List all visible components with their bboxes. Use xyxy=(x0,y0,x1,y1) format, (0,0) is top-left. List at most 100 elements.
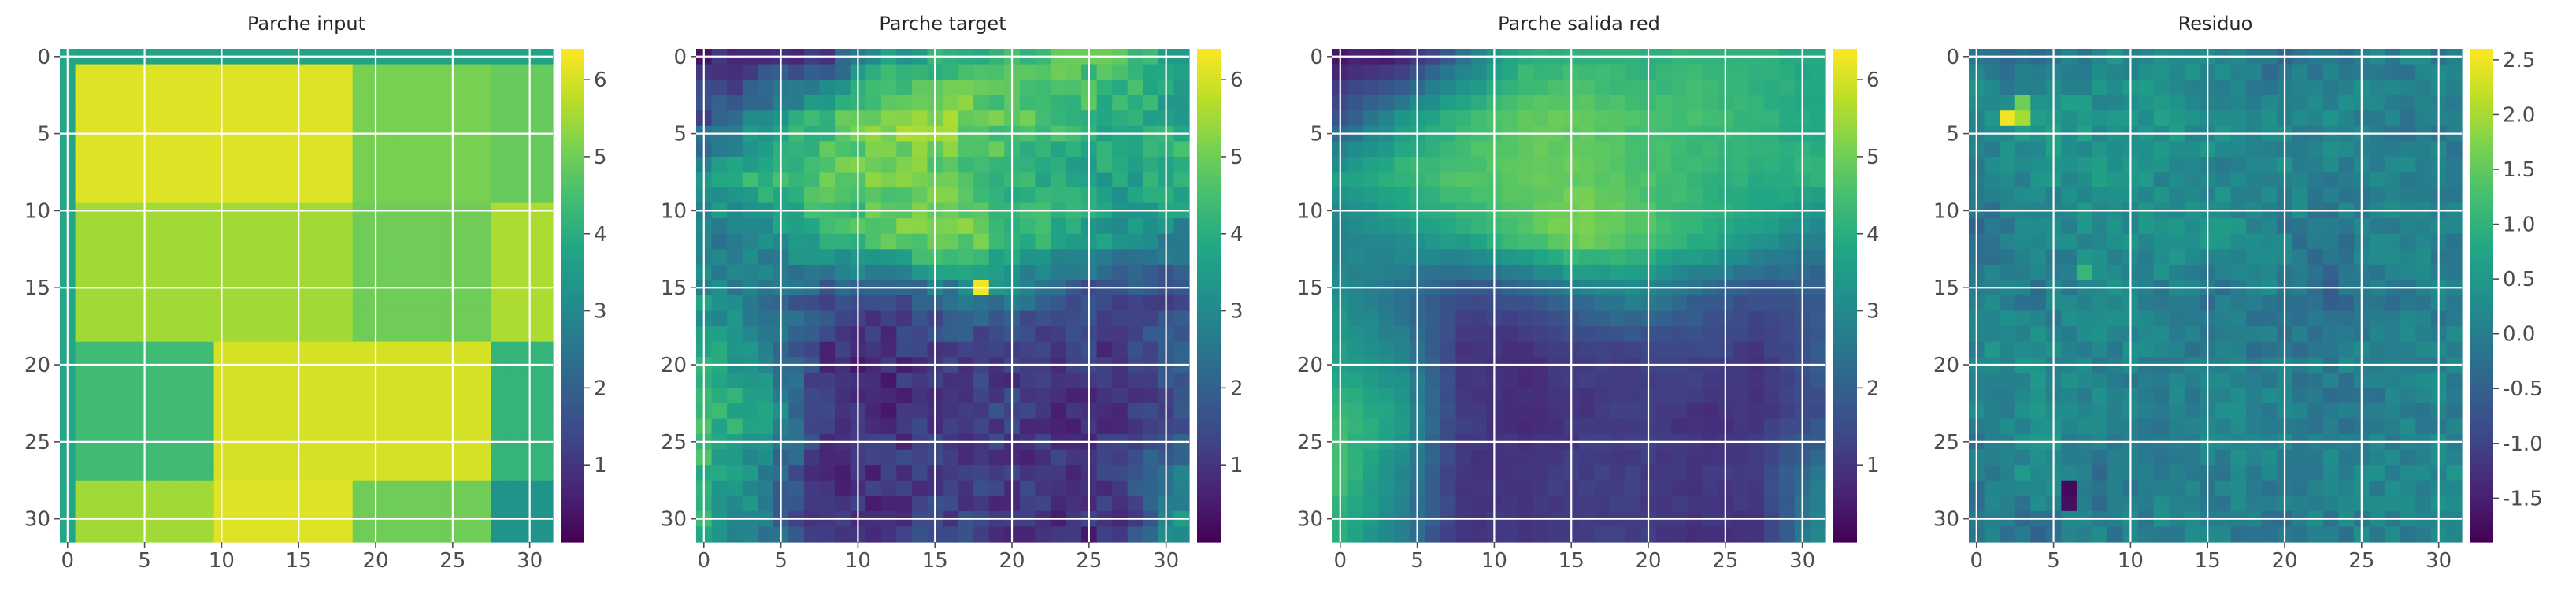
heatmap-cell xyxy=(260,403,276,420)
heatmap-cell xyxy=(2400,480,2416,496)
heatmap-cell xyxy=(2000,480,2016,496)
heatmap-cell xyxy=(1533,156,1549,173)
heatmap-cell xyxy=(460,449,476,466)
colorbar-tick-label: 4 xyxy=(1230,223,1244,247)
colorbar-segment xyxy=(561,213,584,218)
heatmap-cell xyxy=(275,141,292,158)
heatmap-cell xyxy=(229,249,246,265)
heatmap-cell xyxy=(106,496,122,512)
heatmap-cell xyxy=(413,341,431,358)
heatmap-cell xyxy=(1173,95,1190,111)
heatmap-cell xyxy=(1471,172,1488,188)
heatmap-cell xyxy=(788,449,805,466)
heatmap-cell xyxy=(2153,326,2170,343)
colorbar-segment xyxy=(1197,81,1221,87)
heatmap-cell xyxy=(1502,141,1518,158)
heatmap-cell xyxy=(1671,295,1688,312)
heatmap-cell xyxy=(911,372,928,388)
heatmap-cell xyxy=(2261,172,2278,188)
heatmap-cell xyxy=(896,388,913,404)
heatmap-cell xyxy=(2261,218,2278,235)
heatmap-cell xyxy=(1502,310,1518,327)
heatmap-cell xyxy=(229,403,246,420)
panel-title: Parche target xyxy=(879,13,1006,35)
heatmap-cell xyxy=(1502,480,1518,496)
heatmap-cell xyxy=(2030,233,2047,250)
heatmap-cell xyxy=(398,341,415,358)
colorbar-segment xyxy=(2470,385,2493,391)
heatmap-cell xyxy=(943,110,959,127)
heatmap-cell xyxy=(2292,418,2308,435)
heatmap-cell xyxy=(337,264,354,281)
heatmap-cell xyxy=(1579,249,1596,265)
colorbar-segment xyxy=(1197,188,1221,194)
heatmap-cell xyxy=(2261,64,2278,80)
heatmap-cell xyxy=(2092,341,2108,358)
colorbar-segment xyxy=(1833,537,1857,543)
heatmap-cell xyxy=(1763,326,1780,343)
colorbar-segment xyxy=(1833,270,1857,276)
heatmap-cell xyxy=(1547,218,1565,235)
colorbar-segment xyxy=(1833,324,1857,329)
heatmap-cell xyxy=(803,95,821,111)
heatmap-cell xyxy=(1810,326,1826,343)
heatmap-cell xyxy=(2307,341,2324,358)
colorbar-segment xyxy=(2470,209,2493,214)
heatmap-cell xyxy=(1066,372,1082,388)
heatmap-cell xyxy=(167,80,184,96)
heatmap-cell xyxy=(1394,264,1410,281)
heatmap-cell xyxy=(2322,526,2340,543)
heatmap-cell xyxy=(476,141,492,158)
heatmap-cell xyxy=(2446,326,2463,343)
colorbar-segment xyxy=(561,155,584,161)
colorbar-segment xyxy=(2470,139,2493,144)
heatmap-cell xyxy=(1810,95,1826,111)
heatmap-cell xyxy=(2184,218,2201,235)
heatmap-cell xyxy=(2014,218,2031,235)
colorbar-segment xyxy=(1197,180,1221,185)
heatmap-cell xyxy=(383,80,399,96)
colorbar-segment xyxy=(2470,94,2493,99)
heatmap-cell xyxy=(1748,418,1765,435)
heatmap-cell xyxy=(476,341,492,358)
colorbar-segment xyxy=(1833,447,1857,452)
heatmap-cell xyxy=(865,310,882,327)
heatmap-cell xyxy=(2338,341,2355,358)
heatmap-cell xyxy=(1594,295,1610,312)
heatmap-cell xyxy=(1050,372,1067,388)
heatmap-cell xyxy=(2230,172,2247,188)
heatmap-cell xyxy=(1440,187,1457,204)
heatmap-cell xyxy=(2169,480,2185,496)
colorbar-segment xyxy=(2470,537,2493,543)
colorbar-segment xyxy=(561,443,584,448)
y-tick-label: 15 xyxy=(1933,277,1959,300)
colorbar-segment xyxy=(561,291,584,296)
heatmap-cell xyxy=(1610,110,1626,127)
heatmap-cell xyxy=(1173,418,1190,435)
heatmap-cell xyxy=(183,172,199,188)
y-tick-label: 30 xyxy=(1297,508,1323,532)
colorbar-segment xyxy=(561,348,584,354)
heatmap-cell xyxy=(306,496,323,512)
heatmap-cell xyxy=(2107,295,2124,312)
heatmap-cell xyxy=(1096,141,1113,158)
colorbar-segment xyxy=(561,176,584,181)
colorbar-segment xyxy=(561,262,584,268)
colorbar-segment xyxy=(1197,361,1221,366)
heatmap-cells xyxy=(1332,49,1826,543)
heatmap-cell xyxy=(1471,418,1488,435)
heatmap-cell xyxy=(1019,526,1036,543)
heatmap-cell xyxy=(1763,418,1780,435)
colorbar-segment xyxy=(561,332,584,337)
heatmap-cell xyxy=(75,526,91,543)
heatmap-cell xyxy=(1502,64,1518,80)
heatmap-cell xyxy=(911,233,928,250)
heatmap-cell xyxy=(2000,110,2016,127)
heatmap-cell xyxy=(911,465,928,481)
heatmap-cell xyxy=(337,403,354,420)
heatmap-cell xyxy=(1594,110,1610,127)
colorbar-segment xyxy=(1833,209,1857,214)
heatmap-cell xyxy=(337,496,354,512)
colorbar-tick-label: 2 xyxy=(1230,377,1244,400)
heatmap-cell xyxy=(1655,449,1672,466)
